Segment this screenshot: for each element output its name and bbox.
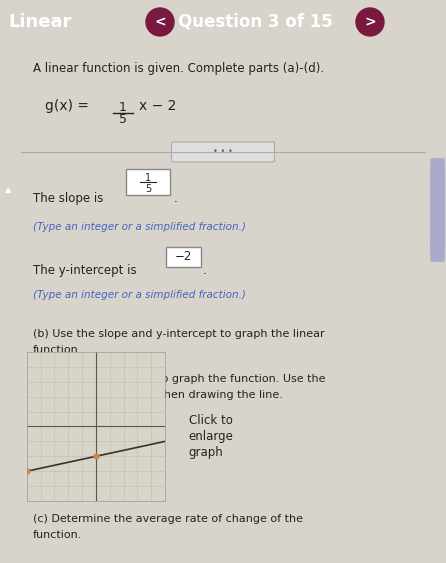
Text: Use the graphing tool to graph the function. Use the: Use the graphing tool to graph the funct… [33, 374, 326, 384]
Text: The y-intercept is: The y-intercept is [33, 264, 137, 277]
Text: 5: 5 [119, 113, 127, 126]
Text: −2: −2 [175, 251, 192, 263]
Circle shape [146, 8, 174, 36]
Text: x − 2: x − 2 [139, 99, 177, 113]
Text: .: . [173, 192, 177, 205]
Text: .: . [203, 264, 206, 277]
Text: 1: 1 [119, 101, 127, 114]
FancyBboxPatch shape [430, 158, 445, 262]
Text: function.: function. [33, 345, 83, 355]
Text: 5: 5 [145, 184, 151, 194]
Bar [126, 169, 170, 195]
Text: <: < [154, 15, 166, 29]
Text: slope and y-intercept when drawing the line.: slope and y-intercept when drawing the l… [33, 390, 283, 400]
Text: A linear function is given. Complete parts (a)-(d).: A linear function is given. Complete par… [33, 62, 324, 75]
Text: function.: function. [33, 530, 83, 540]
Text: Question 3 of 15: Question 3 of 15 [178, 13, 332, 31]
Text: (c) Determine the average rate of change of the: (c) Determine the average rate of change… [33, 514, 303, 524]
Text: (Type an integer or a simplified fraction.): (Type an integer or a simplified fractio… [33, 290, 246, 300]
Text: >: > [364, 15, 376, 29]
Text: (Type an integer or a simplified fraction.): (Type an integer or a simplified fractio… [33, 222, 246, 232]
FancyBboxPatch shape [172, 142, 275, 162]
Text: Linear: Linear [8, 13, 71, 31]
Text: ▲: ▲ [5, 185, 12, 194]
Text: (b) Use the slope and y-intercept to graph the linear: (b) Use the slope and y-intercept to gra… [33, 329, 325, 339]
Text: The slope is: The slope is [33, 192, 103, 205]
Text: g(x) =: g(x) = [45, 99, 89, 113]
Text: enlarge: enlarge [189, 430, 234, 443]
Text: Click to: Click to [189, 414, 232, 427]
Text: graph: graph [189, 446, 223, 459]
Text: • • •: • • • [213, 148, 233, 157]
Bar [166, 247, 201, 267]
Text: 1: 1 [145, 173, 151, 183]
Circle shape [356, 8, 384, 36]
